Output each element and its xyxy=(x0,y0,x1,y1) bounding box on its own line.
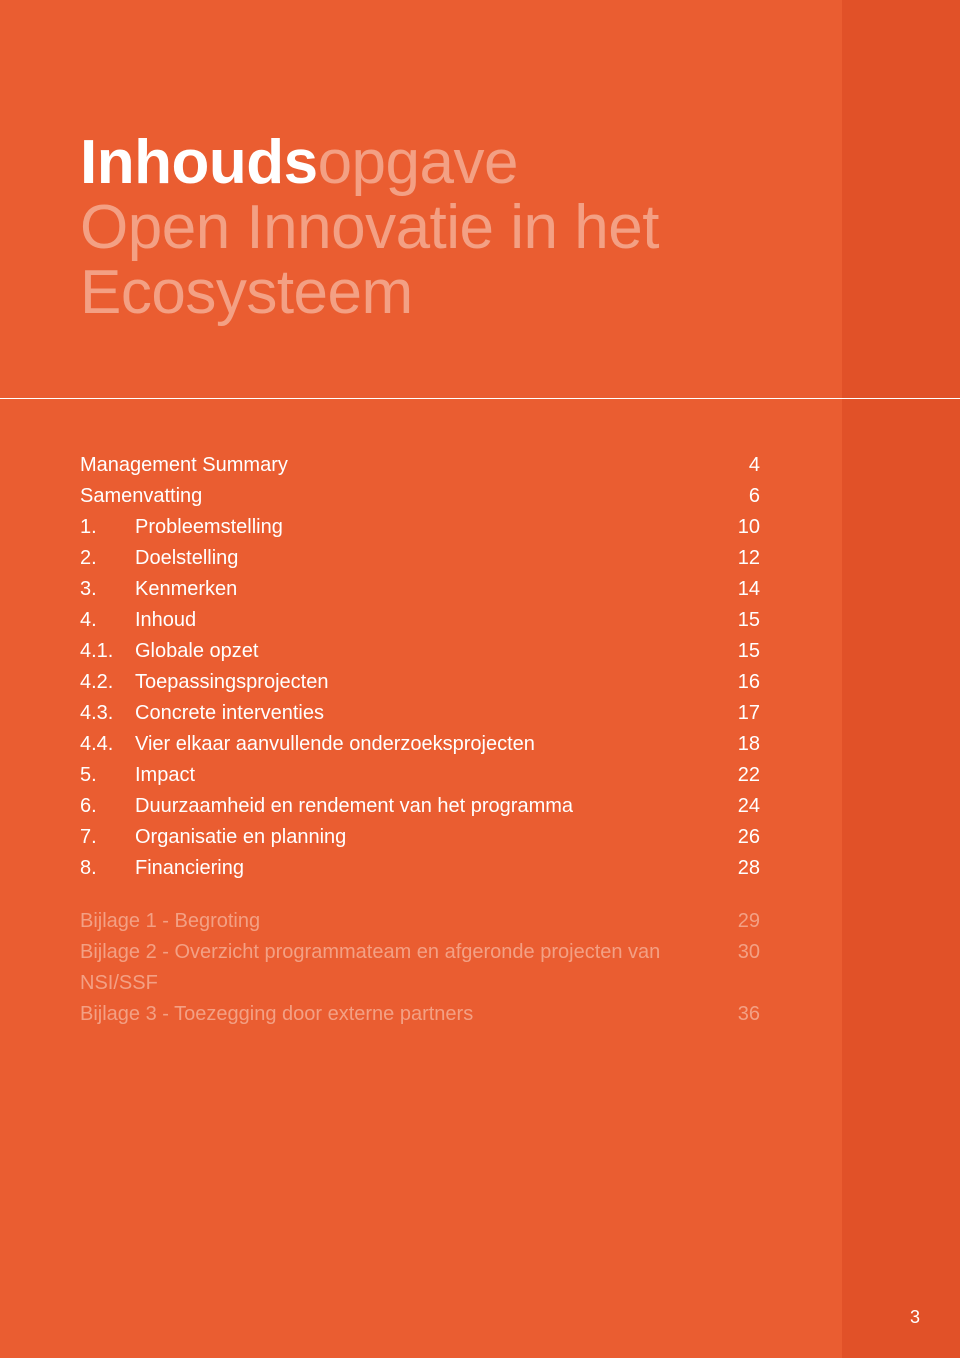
toc-page: 10 xyxy=(720,512,760,543)
toc-spacer xyxy=(80,884,760,906)
title-bold: Inhouds xyxy=(80,128,318,197)
toc-page: 28 xyxy=(720,853,760,884)
divider-rule xyxy=(0,398,960,399)
toc-number: 4.4. xyxy=(80,729,135,760)
toc-page: 30 xyxy=(720,937,760,999)
toc-row: 1.Probleemstelling10 xyxy=(80,512,760,543)
toc-page: 6 xyxy=(720,481,760,512)
toc-row: 4.4.Vier elkaar aanvullende onderzoekspr… xyxy=(80,729,760,760)
toc-number: 4.1. xyxy=(80,636,135,667)
toc-label: Globale opzet xyxy=(135,636,720,667)
toc-label: Concrete interventies xyxy=(135,698,720,729)
toc-number: 7. xyxy=(80,822,135,853)
subtitle-line-2: Ecosysteem xyxy=(80,260,960,325)
toc-row: 7.Organisatie en planning26 xyxy=(80,822,760,853)
toc-page: 36 xyxy=(720,999,760,1030)
toc-number: 5. xyxy=(80,760,135,791)
toc-row: Bijlage 2 - Overzicht programmateam en a… xyxy=(80,937,760,999)
toc-row: Bijlage 1 - Begroting29 xyxy=(80,906,760,937)
toc-page: 15 xyxy=(720,636,760,667)
toc-appendix: Bijlage 1 - Begroting29Bijlage 2 - Overz… xyxy=(80,906,760,1030)
toc-label: Bijlage 3 - Toezegging door externe part… xyxy=(80,999,720,1030)
toc-row: 3.Kenmerken14 xyxy=(80,574,760,605)
toc-page: 26 xyxy=(720,822,760,853)
toc-page: 14 xyxy=(720,574,760,605)
toc-row: 4.1.Globale opzet15 xyxy=(80,636,760,667)
toc-row: 4.Inhoud15 xyxy=(80,605,760,636)
toc-label: Management Summary xyxy=(80,450,720,481)
toc-number: 2. xyxy=(80,543,135,574)
toc-page: 22 xyxy=(720,760,760,791)
toc-page: 15 xyxy=(720,605,760,636)
toc-label: Financiering xyxy=(135,853,720,884)
toc-page: 16 xyxy=(720,667,760,698)
toc-label: Samenvatting xyxy=(80,481,720,512)
toc-row: Samenvatting6 xyxy=(80,481,760,512)
toc-page: 24 xyxy=(720,791,760,822)
toc-row: 4.2.Toepassingsprojecten16 xyxy=(80,667,760,698)
toc-label: Toepassingsprojecten xyxy=(135,667,720,698)
toc-row: 6.Duurzaamheid en rendement van het prog… xyxy=(80,791,760,822)
toc-label: Inhoud xyxy=(135,605,720,636)
title-line-1: Inhoudsopgave xyxy=(80,130,960,195)
toc-number: 4. xyxy=(80,605,135,636)
toc-page: 12 xyxy=(720,543,760,574)
toc-label: Probleemstelling xyxy=(135,512,720,543)
toc-label: Bijlage 2 - Overzicht programmateam en a… xyxy=(80,937,720,999)
toc-number: 4.2. xyxy=(80,667,135,698)
toc-number: 4.3. xyxy=(80,698,135,729)
title-block: Inhoudsopgave Open Innovatie in het Ecos… xyxy=(0,0,960,400)
toc-page: 29 xyxy=(720,906,760,937)
toc-page: 17 xyxy=(720,698,760,729)
toc-row: 5.Impact22 xyxy=(80,760,760,791)
toc-label: Organisatie en planning xyxy=(135,822,720,853)
title-light: opgave xyxy=(318,128,518,197)
toc-number: 1. xyxy=(80,512,135,543)
toc-label: Kenmerken xyxy=(135,574,720,605)
subtitle-line-1: Open Innovatie in het xyxy=(80,195,960,260)
page: Inhoudsopgave Open Innovatie in het Ecos… xyxy=(0,0,960,1358)
toc-page: 18 xyxy=(720,729,760,760)
toc-page: 4 xyxy=(720,450,760,481)
toc-row: 8.Financiering28 xyxy=(80,853,760,884)
toc-number: 3. xyxy=(80,574,135,605)
toc-row: 2.Doelstelling12 xyxy=(80,543,760,574)
toc-row: Management Summary4 xyxy=(80,450,760,481)
toc-label: Impact xyxy=(135,760,720,791)
page-number: 3 xyxy=(910,1307,920,1328)
toc-label: Bijlage 1 - Begroting xyxy=(80,906,720,937)
toc-number: 6. xyxy=(80,791,135,822)
toc-number: 8. xyxy=(80,853,135,884)
toc-row: 4.3.Concrete interventies17 xyxy=(80,698,760,729)
toc-label: Doelstelling xyxy=(135,543,720,574)
toc-main: Management Summary4Samenvatting61.Proble… xyxy=(80,450,760,884)
toc: Management Summary4Samenvatting61.Proble… xyxy=(80,450,760,1030)
toc-label: Vier elkaar aanvullende onderzoeksprojec… xyxy=(135,729,720,760)
toc-label: Duurzaamheid en rendement van het progra… xyxy=(135,791,720,822)
toc-row: Bijlage 3 - Toezegging door externe part… xyxy=(80,999,760,1030)
